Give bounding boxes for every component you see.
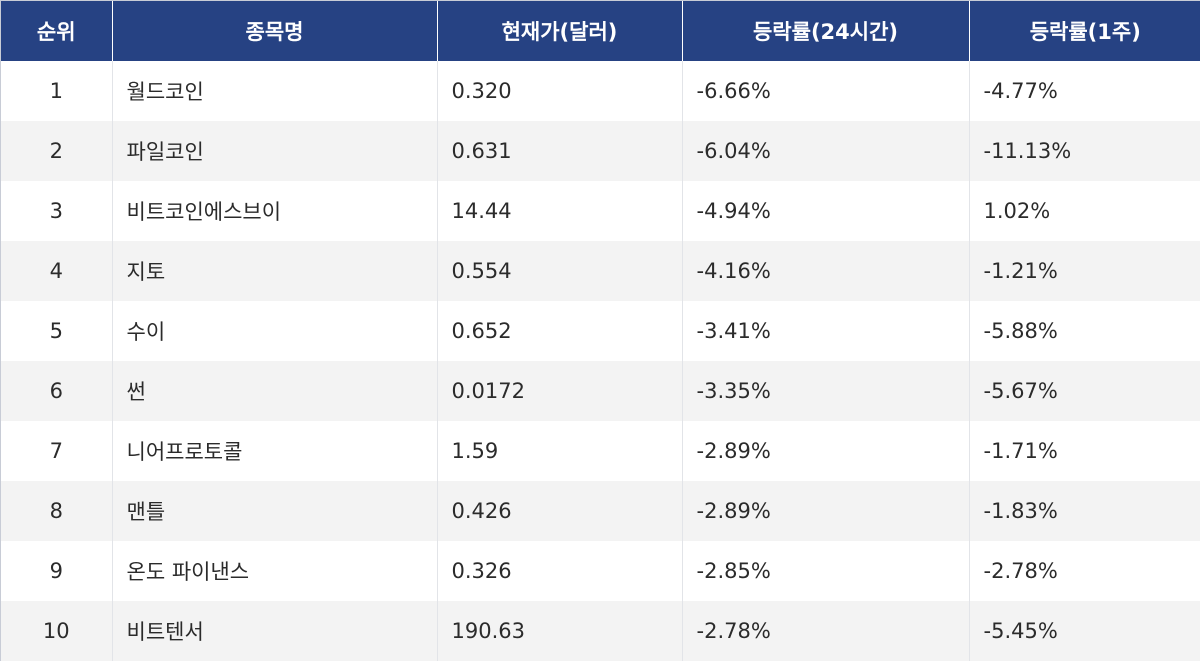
name-cell: 썬 [112,361,438,421]
price-cell: 190.63 [437,601,683,661]
change-1w-cell: -1.21% [969,241,1200,301]
price-cell: 0.0172 [437,361,683,421]
table-row: 4 지토 0.554 -4.16% -1.21% [1,241,1200,301]
rank-cell: 5 [1,301,113,361]
rank-cell: 4 [1,241,113,301]
rank-cell: 7 [1,421,113,481]
table-body: 1 월드코인 0.320 -6.66% -4.77% 2 파일코인 0.631 … [1,61,1200,661]
change-24h-cell: -3.41% [682,301,970,361]
table-row: 3 비트코인에스브이 14.44 -4.94% 1.02% [1,181,1200,241]
rank-cell: 3 [1,181,113,241]
name-cell: 파일코인 [112,121,438,181]
change-1w-cell: -5.45% [969,601,1200,661]
table-row: 10 비트텐서 190.63 -2.78% -5.45% [1,601,1200,661]
change-1w-cell: -1.71% [969,421,1200,481]
table-row: 8 맨틀 0.426 -2.89% -1.83% [1,481,1200,541]
change-1w-cell: 1.02% [969,181,1200,241]
table-row: 7 니어프로토콜 1.59 -2.89% -1.71% [1,421,1200,481]
header-change-24h: 등락률(24시간) [682,1,970,61]
table-header: 순위 종목명 현재가(달러) 등락률(24시간) 등락률(1주) [1,1,1200,61]
change-24h-cell: -4.94% [682,181,970,241]
name-cell: 비트코인에스브이 [112,181,438,241]
price-cell: 0.631 [437,121,683,181]
name-cell: 온도 파이낸스 [112,541,438,601]
rank-cell: 2 [1,121,113,181]
name-cell: 월드코인 [112,61,438,121]
name-cell: 맨틀 [112,481,438,541]
header-rank: 순위 [1,1,113,61]
table-row: 2 파일코인 0.631 -6.04% -11.13% [1,121,1200,181]
change-1w-cell: -11.13% [969,121,1200,181]
table-row: 6 썬 0.0172 -3.35% -5.67% [1,361,1200,421]
change-1w-cell: -5.67% [969,361,1200,421]
table-row: 5 수이 0.652 -3.41% -5.88% [1,301,1200,361]
rank-cell: 8 [1,481,113,541]
rank-cell: 6 [1,361,113,421]
price-cell: 0.554 [437,241,683,301]
change-1w-cell: -4.77% [969,61,1200,121]
table-row: 9 온도 파이낸스 0.326 -2.85% -2.78% [1,541,1200,601]
change-1w-cell: -1.83% [969,481,1200,541]
change-24h-cell: -2.89% [682,421,970,481]
rank-cell: 10 [1,601,113,661]
change-1w-cell: -2.78% [969,541,1200,601]
header-row: 순위 종목명 현재가(달러) 등락률(24시간) 등락률(1주) [1,1,1200,61]
price-cell: 0.326 [437,541,683,601]
price-cell: 1.59 [437,421,683,481]
price-cell: 0.652 [437,301,683,361]
name-cell: 니어프로토콜 [112,421,438,481]
change-24h-cell: -4.16% [682,241,970,301]
header-price: 현재가(달러) [437,1,683,61]
name-cell: 지토 [112,241,438,301]
name-cell: 비트텐서 [112,601,438,661]
table-row: 1 월드코인 0.320 -6.66% -4.77% [1,61,1200,121]
change-24h-cell: -3.35% [682,361,970,421]
price-cell: 14.44 [437,181,683,241]
rank-cell: 9 [1,541,113,601]
name-cell: 수이 [112,301,438,361]
price-cell: 0.320 [437,61,683,121]
header-name: 종목명 [112,1,438,61]
rank-cell: 1 [1,61,113,121]
change-24h-cell: -2.85% [682,541,970,601]
change-24h-cell: -6.66% [682,61,970,121]
change-24h-cell: -2.78% [682,601,970,661]
change-1w-cell: -5.88% [969,301,1200,361]
change-24h-cell: -6.04% [682,121,970,181]
header-change-1w: 등락률(1주) [969,1,1200,61]
change-24h-cell: -2.89% [682,481,970,541]
price-cell: 0.426 [437,481,683,541]
